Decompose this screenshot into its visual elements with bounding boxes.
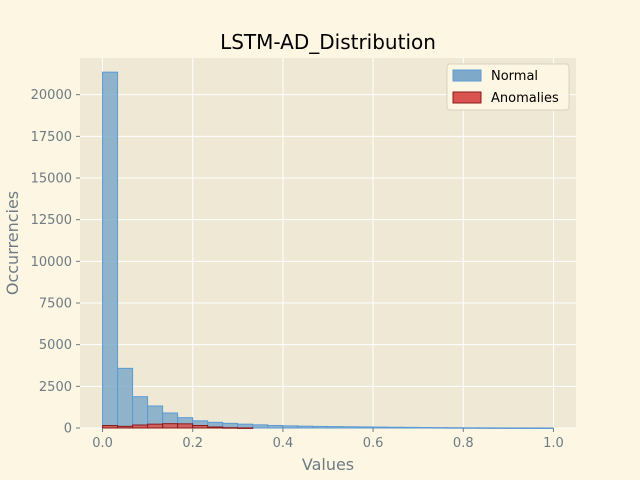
normal-bar [117, 367, 134, 429]
y-tick-label: 12500 [31, 213, 72, 228]
normal-bar [327, 426, 344, 429]
chart-title: LSTM-AD_Distribution [220, 30, 436, 54]
x-tick-label: 0.4 [273, 436, 294, 451]
normal-bar [537, 427, 554, 429]
x-tick-label: 0.2 [182, 436, 203, 451]
gridlines [80, 58, 576, 429]
anomalies-bar [147, 423, 164, 429]
normal-bar [387, 426, 404, 429]
y-tick-label: 7500 [39, 297, 72, 312]
normal-bar [477, 427, 494, 429]
x-axis-label: Values [302, 455, 354, 474]
legend-label-anomalies: Anomalies [491, 91, 559, 106]
y-axis-label: Occurrencies [3, 191, 22, 295]
anomalies-bar [162, 423, 179, 429]
normal-bar [312, 425, 329, 429]
x-tick-label: 0.0 [92, 436, 113, 451]
normal-series-bars [102, 71, 554, 429]
y-tick-label: 15000 [31, 172, 72, 187]
normal-bar [267, 425, 284, 429]
anomalies-bar [192, 425, 209, 429]
normal-bar [282, 425, 299, 429]
anomalies-bar [132, 424, 149, 429]
normal-bar [507, 427, 524, 429]
normal-bar [462, 427, 479, 429]
y-tick-label: 10000 [31, 255, 72, 270]
normal-bar [102, 71, 119, 429]
legend-swatch-anomalies [452, 91, 482, 104]
normal-bar [132, 396, 149, 429]
normal-bar [252, 424, 269, 429]
anomalies-bar [177, 423, 194, 429]
anomalies-bar [117, 425, 134, 429]
y-axis-ticks: 0 2500 5000 7500 10000 12500 15000 17500 20000 [31, 88, 80, 437]
normal-bar [522, 427, 539, 429]
plot-area [80, 58, 576, 428]
x-tick-label: 1.0 [543, 436, 564, 451]
legend-label-normal: Normal [491, 69, 538, 84]
anomalies-bar [102, 425, 119, 429]
normal-bar [417, 427, 434, 429]
y-tick-label: 0 [64, 422, 72, 437]
y-tick-label: 2500 [39, 380, 72, 395]
anomalies-series-bars [102, 423, 254, 429]
normal-bar [432, 427, 449, 429]
anomalies-bar [237, 427, 254, 429]
anomalies-bar [222, 427, 239, 429]
y-tick-label: 20000 [31, 88, 72, 103]
x-axis-ticks: 0.0 0.2 0.4 0.6 0.8 1.0 [92, 428, 564, 451]
legend: Normal Anomalies [446, 63, 570, 111]
y-tick-label: 5000 [39, 338, 72, 353]
normal-bar [297, 425, 314, 429]
x-tick-label: 0.8 [453, 436, 474, 451]
normal-bar [402, 426, 419, 429]
normal-bar [342, 426, 359, 429]
y-tick-label: 17500 [31, 130, 72, 145]
normal-bar [492, 427, 509, 429]
anomalies-bar [207, 426, 224, 429]
normal-bar [372, 426, 389, 429]
normal-bar [447, 427, 464, 429]
normal-bar [357, 426, 374, 429]
legend-swatch-normal [452, 69, 482, 82]
x-tick-label: 0.6 [363, 436, 384, 451]
